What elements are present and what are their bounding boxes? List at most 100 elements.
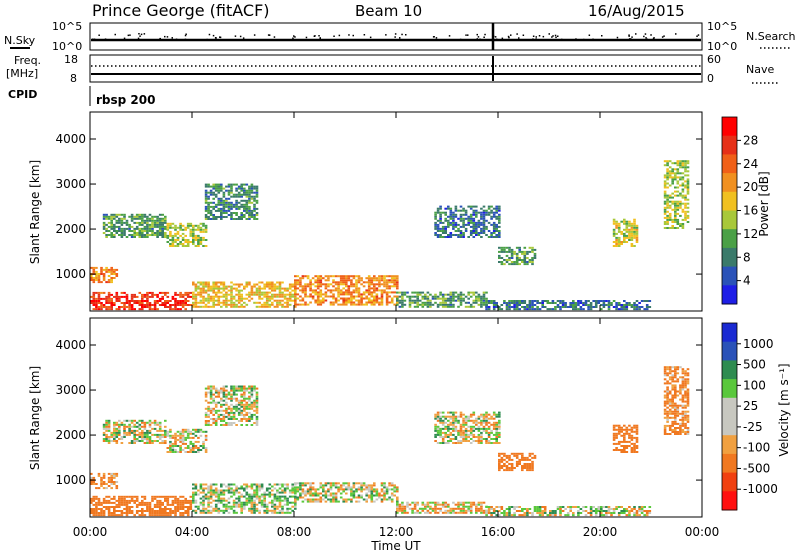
rti-cell: [426, 297, 430, 300]
rti-cell: [143, 230, 147, 232]
rti-cell: [243, 391, 246, 394]
rti-cell: [485, 417, 488, 420]
rti-cell: [620, 220, 623, 223]
rti-cell: [469, 221, 473, 224]
rti-cell: [467, 301, 470, 304]
rti-cell: [355, 488, 358, 491]
rti-cell: [436, 442, 440, 444]
rti-cell: [199, 483, 203, 486]
rti-cell: [220, 409, 223, 412]
rti-cell: [533, 308, 537, 311]
rti-cell: [475, 221, 478, 224]
rti-cell: [464, 415, 468, 418]
rti-cell: [602, 514, 606, 517]
rti-cell: [171, 226, 175, 229]
rti-cell: [541, 300, 544, 302]
rti-cell: [582, 308, 585, 311]
rti-cell: [462, 297, 465, 300]
rti-cell: [92, 512, 96, 514]
rti-cell: [612, 510, 616, 512]
rti-cell: [339, 297, 343, 300]
rti-cell: [217, 391, 221, 394]
nsearch-tick-top: 10^5: [707, 20, 737, 33]
rti-cell: [623, 508, 626, 510]
rti-cell: [674, 210, 677, 213]
rti-cell: [375, 301, 379, 304]
rti-cell: [492, 423, 496, 426]
rti-cell: [273, 483, 277, 486]
rti-cell: [107, 438, 111, 440]
rti-cell: [90, 300, 93, 302]
rti-cell: [485, 415, 488, 418]
nsky-point: [494, 36, 497, 38]
rti-cell: [360, 484, 363, 487]
rti-cell: [467, 219, 470, 222]
rti-cell: [531, 306, 534, 308]
rti-cell: [176, 226, 180, 229]
rti-cell: [222, 299, 226, 302]
rti-cell: [169, 224, 172, 227]
rti-cell: [110, 481, 113, 483]
rti-cell: [610, 304, 613, 306]
rti-cell: [237, 491, 241, 494]
rti-cell: [666, 216, 669, 219]
rti-cell: [452, 425, 455, 428]
rti-cell: [526, 510, 529, 512]
rti-cell: [227, 483, 231, 486]
rti-cell: [245, 493, 249, 496]
rti-cell: [235, 203, 238, 206]
rti-cell: [370, 492, 374, 495]
rti-cell: [237, 283, 241, 286]
freq-tick-top: 18: [64, 53, 78, 66]
rti-cell: [482, 227, 486, 230]
rti-cell: [314, 301, 317, 304]
rti-cell: [477, 415, 481, 418]
rti-cell: [235, 403, 238, 406]
rti-cell: [447, 234, 450, 236]
rti-cell: [209, 487, 213, 490]
rti-cell: [441, 305, 445, 308]
rti-cell: [255, 185, 259, 188]
rti-cell: [250, 212, 254, 214]
rti-cell: [120, 219, 124, 222]
rti-cell: [245, 285, 249, 288]
rti-cell: [186, 428, 190, 431]
rti-cell: [487, 213, 491, 216]
rti-cell: [492, 207, 496, 210]
rti-cell: [230, 424, 233, 426]
rti-cell: [202, 442, 205, 445]
rti-cell: [253, 191, 256, 194]
rti-cell: [283, 491, 287, 494]
rti-cell: [523, 308, 527, 311]
rti-cell: [602, 302, 606, 304]
rti-cell: [212, 287, 215, 290]
rti-cell: [533, 252, 537, 255]
rti-cell: [212, 191, 215, 194]
rti-cell: [549, 512, 552, 514]
rti-cell: [245, 485, 249, 488]
rti-cell: [156, 234, 159, 236]
rti-cell: [192, 226, 195, 229]
rti-cell: [143, 436, 147, 438]
rti-cell: [192, 281, 195, 284]
rti-cell: [436, 431, 440, 434]
rti-cell: [113, 225, 116, 228]
rti-cell: [436, 295, 440, 298]
rti-cell: [467, 293, 470, 296]
rti-cell: [146, 225, 149, 228]
rti-cell: [281, 499, 284, 502]
rti-cell: [638, 302, 641, 304]
rti-cell: [156, 499, 159, 502]
rti-cell: [582, 304, 585, 306]
rti-cell: [166, 241, 170, 243]
rti-cell: [283, 297, 287, 300]
rti-cell: [339, 484, 343, 487]
rti-cell: [276, 507, 279, 510]
rti-cell: [365, 289, 368, 292]
nsky-point: [552, 35, 554, 37]
rti-cell: [268, 501, 272, 504]
rti-cell: [118, 300, 121, 302]
rti-cell: [635, 241, 639, 243]
rti-cell: [166, 302, 170, 304]
rti-cell: [141, 297, 144, 300]
